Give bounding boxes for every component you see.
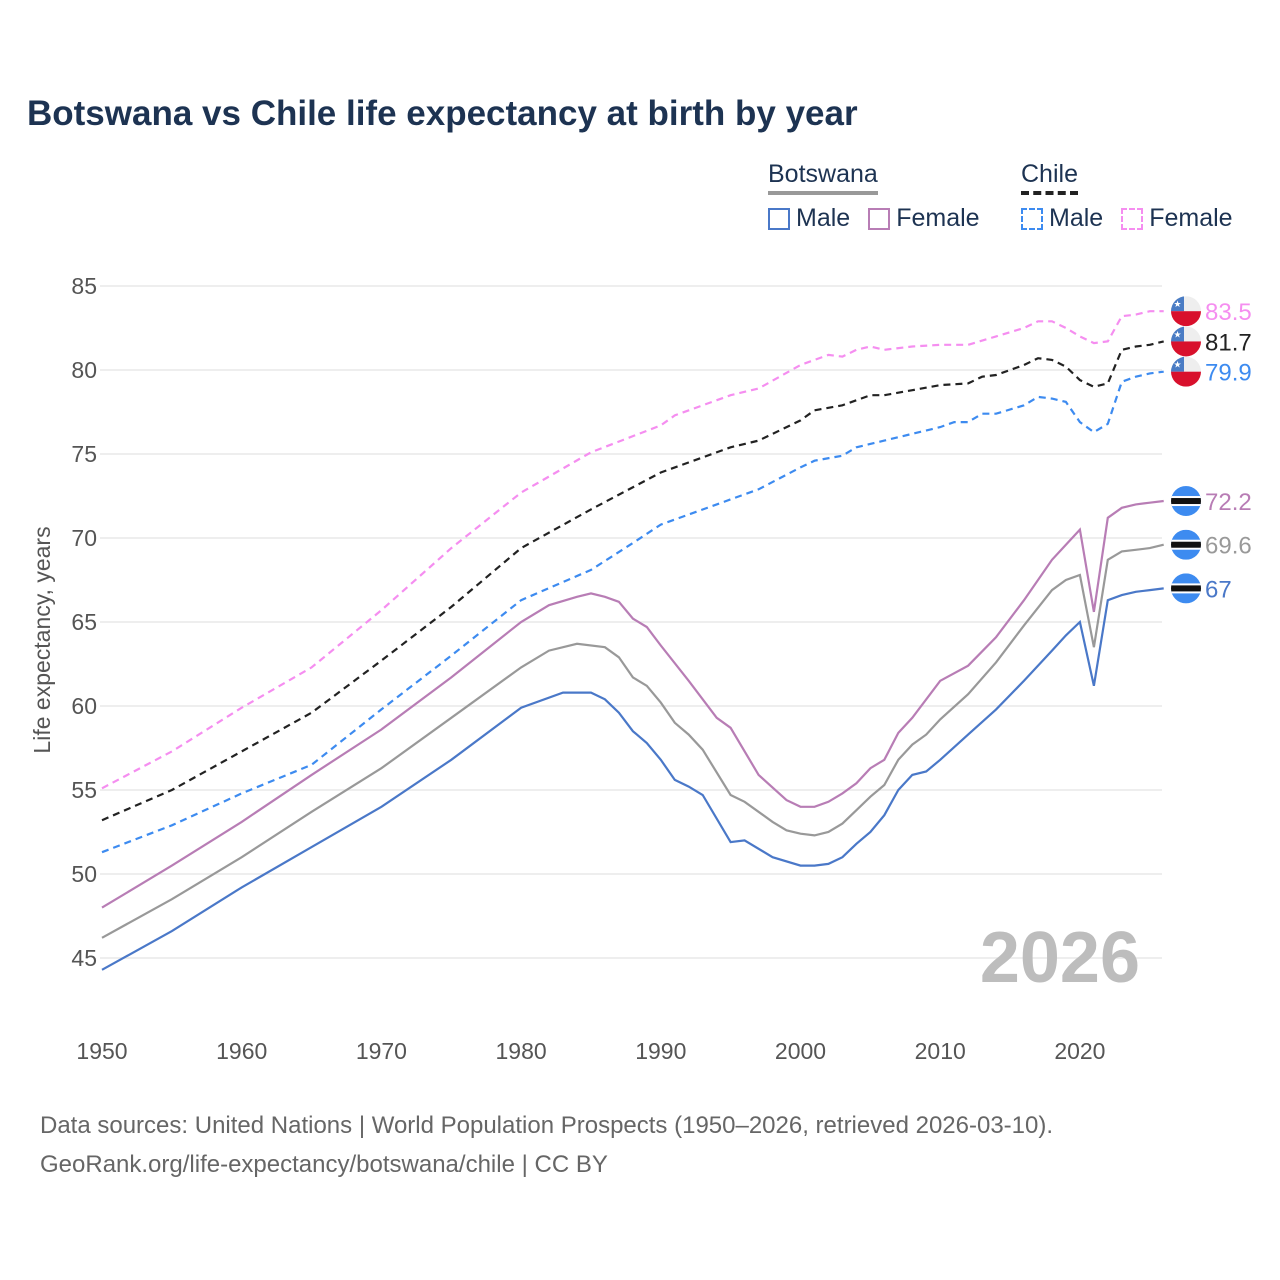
legend-label: Male	[796, 204, 851, 232]
legend-group-botswana: Botswana	[768, 160, 878, 195]
botswana-flag-icon	[1171, 529, 1201, 560]
y-tick-label: 60	[71, 693, 97, 719]
y-tick-label: 50	[71, 861, 97, 887]
x-tick-label: 1970	[356, 1038, 407, 1064]
x-tick-label: 1950	[76, 1038, 127, 1064]
x-tick-label: 1960	[216, 1038, 267, 1064]
footer-link[interactable]: GeoRank.org/life-expectancy/botswana/chi…	[40, 1151, 608, 1178]
legend-label: Male	[1049, 204, 1104, 232]
legend-chile-label: Chile	[1021, 160, 1078, 195]
series-line-botswana-male[interactable]	[101, 587, 1164, 971]
y-tick-label: 65	[71, 609, 97, 635]
legend-swatch	[1121, 207, 1144, 230]
legend-item-botswana-male[interactable]: Male	[768, 204, 850, 233]
end-value-label: 79.9	[1205, 360, 1252, 387]
legend-swatch	[1021, 207, 1043, 230]
legend-items-botswana: Male Female	[768, 204, 998, 233]
y-tick-label: 45	[71, 945, 97, 971]
chart-title: Botswana vs Chile life expectancy at bir…	[27, 94, 858, 133]
y-axis-label: Life expectancy, years	[29, 526, 55, 753]
legend-items-chile: Male Female	[1021, 204, 1251, 233]
end-value-label: 83.5	[1205, 299, 1252, 326]
legend-swatch	[868, 207, 891, 230]
legend-swatch	[768, 207, 790, 230]
end-value-label: 72.2	[1205, 489, 1252, 516]
botswana-flag-icon	[1171, 486, 1201, 517]
y-tick-label: 85	[71, 273, 97, 299]
legend-item-chile-male[interactable]: Male	[1021, 204, 1103, 233]
legend-item-chile-female[interactable]: Female	[1121, 204, 1233, 233]
year-watermark: 2026	[980, 918, 1140, 998]
botswana-flag-icon	[1171, 573, 1201, 604]
series-line-chile[interactable]	[101, 340, 1164, 822]
x-tick-label: 1980	[496, 1038, 547, 1064]
footer: Data sources: United Nations | World Pop…	[40, 1106, 1053, 1184]
series-line-chile-male[interactable]	[101, 370, 1164, 854]
x-tick-label: 2010	[915, 1038, 966, 1064]
series-line-chile-female[interactable]	[101, 310, 1164, 790]
legend-botswana-label: Botswana	[768, 160, 878, 195]
legend-item-botswana-female[interactable]: Female	[868, 204, 980, 233]
chile-flag-icon: ★	[1171, 296, 1201, 327]
legend-group-chile: Chile	[1021, 160, 1078, 195]
y-tick-label: 70	[71, 525, 97, 551]
svg-text:★: ★	[1173, 329, 1181, 339]
chile-flag-icon: ★	[1171, 326, 1201, 357]
svg-text:★: ★	[1173, 360, 1181, 370]
end-value-label: 81.7	[1205, 329, 1252, 356]
end-value-label: 69.6	[1205, 533, 1252, 560]
x-tick-label: 1990	[635, 1038, 686, 1064]
svg-text:★: ★	[1173, 299, 1181, 309]
y-tick-label: 55	[71, 777, 97, 803]
end-value-label: 67	[1205, 576, 1232, 603]
y-tick-label: 80	[71, 357, 97, 383]
chile-flag-icon: ★	[1171, 356, 1201, 387]
footer-sources: Data sources: United Nations | World Pop…	[40, 1112, 1054, 1139]
series-line-botswana-female[interactable]	[101, 499, 1164, 909]
series-line-botswana[interactable]	[101, 543, 1164, 939]
legend-label: Female	[1149, 204, 1233, 232]
x-tick-label: 2020	[1054, 1038, 1105, 1064]
x-tick-label: 2000	[775, 1038, 826, 1064]
legend-label: Female	[896, 204, 980, 232]
y-tick-label: 75	[71, 441, 97, 467]
